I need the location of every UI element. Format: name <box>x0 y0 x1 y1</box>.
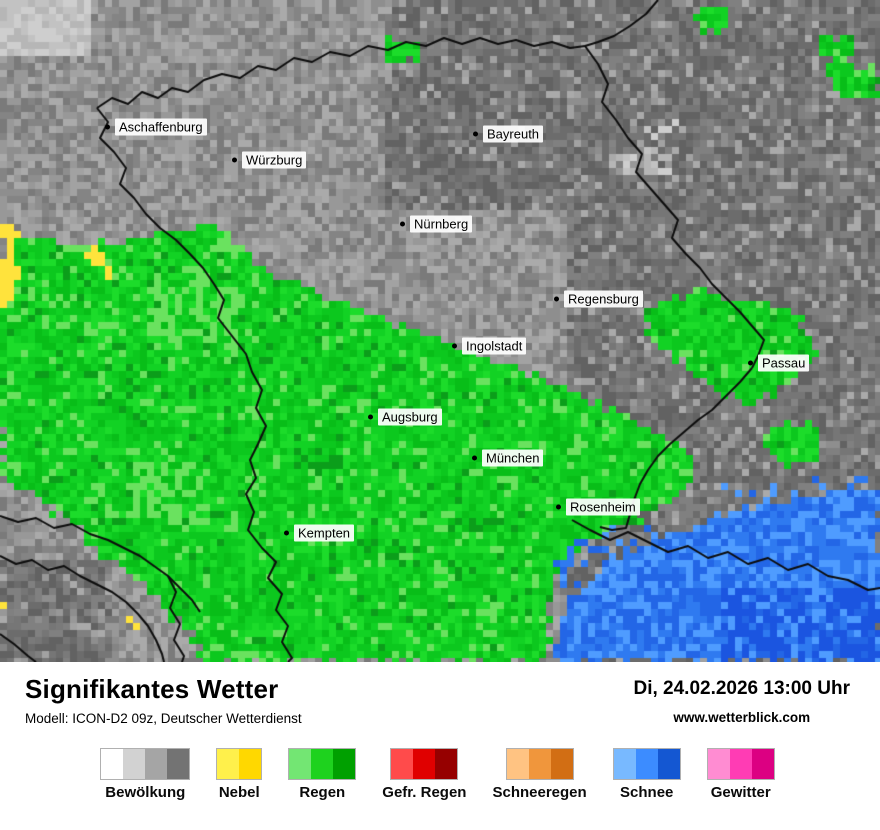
legend-label-schneeregen: Schneeregen <box>492 784 587 801</box>
legend-swatch-schnee <box>612 748 681 780</box>
legend-swatch-cell <box>333 749 356 779</box>
legend-item-regen: Regen <box>288 748 357 801</box>
legend-label-gefr-regen: Gefr. Regen <box>382 784 467 801</box>
legend-item-schnee: Schnee <box>612 748 681 801</box>
legend-swatch-cell <box>145 749 168 779</box>
footer-left: Signifikantes Wetter Modell: ICON-D2 09z… <box>25 674 302 726</box>
legend-item-gefr-regen: Gefr. Regen <box>382 748 466 801</box>
legend-swatch-nebel <box>216 748 263 780</box>
legend-swatch-cell <box>506 749 529 779</box>
model-info: Modell: ICON-D2 09z, Deutscher Wetterdie… <box>25 711 302 726</box>
legend-swatch-cell <box>123 749 146 779</box>
legend-swatch-cell <box>707 749 730 779</box>
legend-swatch-cell <box>435 749 458 779</box>
legend-swatch-cell <box>550 749 573 779</box>
legend-swatch-cell <box>101 749 124 779</box>
legend-label-bewoelkung: Bewölkung <box>105 784 186 801</box>
footer-right: Di, 24.02.2026 13:00 Uhr www.wetterblick… <box>633 674 850 725</box>
legend-swatch-bewoelkung <box>100 748 191 780</box>
legend-swatch-cell <box>729 749 752 779</box>
legend-swatch-cell <box>239 749 262 779</box>
map-area: Aschaffenburg Würzburg Bayreuth Nürnberg Reg… <box>0 0 880 662</box>
legend-item-schneeregen: Schneeregen <box>492 748 587 801</box>
legend-swatch-schneeregen <box>505 748 574 780</box>
legend: Bewölkung Nebel Regen Gefr. Regen Schneerege… <box>25 748 850 801</box>
weather-map-canvas <box>0 0 880 662</box>
page-title: Signifikantes Wetter <box>25 674 279 704</box>
legend-item-nebel: Nebel <box>216 748 263 801</box>
legend-swatch-cell <box>217 749 240 779</box>
legend-swatch-cell <box>311 749 334 779</box>
footer: Signifikantes Wetter Modell: ICON-D2 09z… <box>0 662 880 830</box>
legend-swatch-cell <box>528 749 551 779</box>
legend-item-gewitter: Gewitter <box>706 748 775 801</box>
legend-label-nebel: Nebel <box>218 784 260 801</box>
legend-swatch-cell <box>613 749 636 779</box>
legend-swatch-gefr-regen <box>390 748 459 780</box>
legend-label-gewitter: Gewitter <box>710 784 771 801</box>
legend-swatch-cell <box>413 749 436 779</box>
forecast-datetime: Di, 24.02.2026 13:00 Uhr <box>633 678 850 699</box>
legend-swatch-cell <box>167 749 190 779</box>
legend-label-schnee: Schnee <box>620 784 674 801</box>
legend-swatch-cell <box>635 749 658 779</box>
legend-swatch-gewitter <box>706 748 775 780</box>
legend-swatch-regen <box>288 748 357 780</box>
website-url: www.wetterblick.com <box>673 710 811 725</box>
legend-swatch-cell <box>289 749 312 779</box>
legend-swatch-cell <box>657 749 680 779</box>
legend-item-bewoelkung: Bewölkung <box>100 748 191 801</box>
legend-swatch-cell <box>751 749 774 779</box>
footer-top: Signifikantes Wetter Modell: ICON-D2 09z… <box>25 674 850 726</box>
legend-swatch-cell <box>391 749 414 779</box>
legend-label-regen: Regen <box>299 784 346 801</box>
